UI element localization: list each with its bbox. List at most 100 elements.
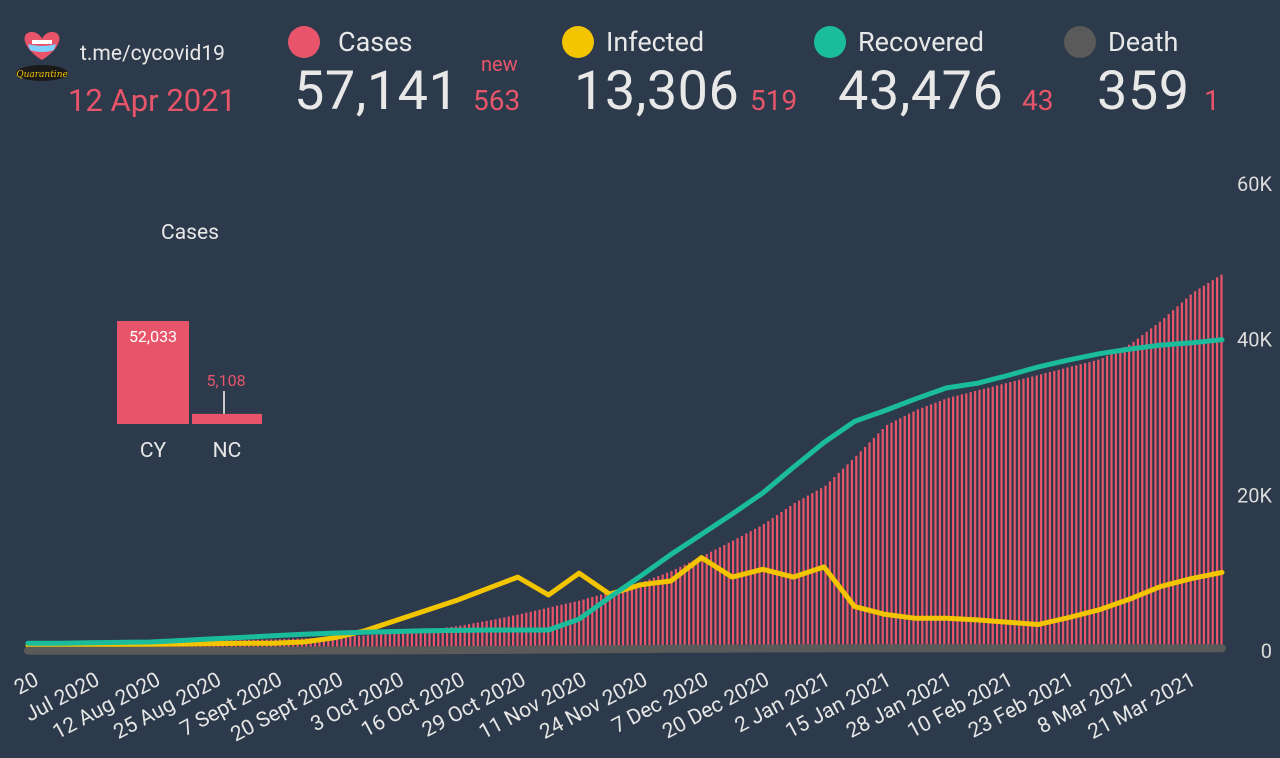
- cases-bar: [652, 577, 655, 651]
- cases-bar: [384, 633, 387, 651]
- cases-bar: [296, 638, 299, 651]
- cases-bar: [1048, 372, 1051, 651]
- cases-bar: [732, 540, 735, 651]
- death-line: [24, 644, 1226, 655]
- cases-bar: [947, 397, 950, 651]
- y-tick-label: 20K: [1237, 483, 1272, 507]
- cases-bar: [1176, 306, 1179, 651]
- cases-bar: [872, 437, 875, 651]
- cases-bar: [1158, 321, 1161, 651]
- cases-bar: [494, 619, 497, 651]
- cases-bar: [996, 385, 999, 651]
- channel-link[interactable]: t.me/cycovid19: [80, 42, 225, 66]
- cases-bar: [692, 560, 695, 651]
- cases-bar: [626, 586, 629, 651]
- cases-bar: [512, 615, 515, 651]
- stat-delta: 1: [1204, 84, 1220, 117]
- report-date: 12 Apr 2021: [68, 82, 237, 119]
- cases-bar: [476, 622, 479, 651]
- cases-bar: [1097, 359, 1100, 651]
- recovered-dot-icon: [814, 26, 846, 58]
- cases-bar: [1167, 314, 1170, 651]
- cases-bar: [1198, 288, 1201, 651]
- cases-bar: [1101, 358, 1104, 651]
- cases-bar: [965, 393, 968, 651]
- cases-bar: [393, 633, 396, 651]
- cases-bar: [415, 631, 418, 651]
- cases-bar: [428, 629, 431, 651]
- cases-bar: [679, 566, 682, 651]
- cases-bar: [683, 564, 686, 651]
- cases-bar: [688, 562, 691, 651]
- cases-bar: [1145, 331, 1148, 651]
- cases-bar: [424, 630, 427, 651]
- cases-bar: [441, 628, 444, 651]
- cases-bar: [710, 551, 713, 651]
- cases-bar: [1066, 367, 1069, 651]
- stat-value: 57,141: [294, 60, 460, 123]
- cases-bar: [450, 626, 453, 651]
- cases-bar: [877, 433, 880, 651]
- cases-bar: [1136, 338, 1139, 651]
- cases-bar: [591, 597, 594, 651]
- cases-bar: [485, 620, 488, 651]
- cases-bar: [300, 638, 303, 651]
- cases-bar: [1110, 353, 1113, 651]
- cases-bar: [331, 637, 334, 651]
- cases-bar: [1216, 277, 1219, 651]
- cases-bar: [569, 602, 572, 651]
- cases-bar: [1207, 282, 1210, 651]
- cases-bar: [1079, 364, 1082, 651]
- cases-bar: [1114, 351, 1117, 651]
- cases-bar: [921, 407, 924, 651]
- new-label: new: [481, 52, 518, 76]
- cases-bar: [604, 593, 607, 651]
- cases-bar: [648, 579, 651, 651]
- cases-bar: [490, 620, 493, 651]
- mini-bar-nc: [192, 413, 262, 424]
- cases-bar: [745, 533, 748, 651]
- cases-bar: [375, 634, 378, 651]
- cases-bar: [578, 600, 581, 651]
- cases-bar: [925, 406, 928, 651]
- cases-bar: [586, 598, 589, 651]
- cases-bar: [894, 420, 897, 651]
- cases-bar: [608, 592, 611, 651]
- cases-bar: [1070, 366, 1073, 651]
- cases-bar: [938, 401, 941, 651]
- cases-bar: [1202, 285, 1205, 651]
- cases-bar: [516, 614, 519, 651]
- cases-bar: [1013, 381, 1016, 651]
- cases-bar: [850, 460, 853, 651]
- cases-bar: [952, 396, 955, 651]
- cases-bar: [1189, 294, 1192, 651]
- mini-bar-cy: [117, 321, 189, 424]
- cases-bar: [362, 635, 365, 651]
- cases-bar: [727, 542, 730, 651]
- cyprus-heart-logo-icon: Quarantine: [16, 32, 68, 81]
- cases-bar: [1040, 374, 1043, 651]
- cases-bar: [622, 588, 625, 651]
- cases-bar: [908, 413, 911, 651]
- cases-bar: [982, 388, 985, 651]
- cases-bar: [314, 638, 317, 651]
- cases-bar: [1211, 280, 1214, 651]
- stat-label: Infected: [606, 26, 705, 58]
- cases-bar: [740, 535, 743, 651]
- infected-dot-icon: [562, 26, 594, 58]
- cases-bar: [1000, 384, 1003, 651]
- cases-bar: [1075, 365, 1078, 651]
- cases-bar: [657, 576, 660, 651]
- cases-bar: [402, 632, 405, 651]
- cases-bar: [1106, 355, 1109, 651]
- cases-bar: [1150, 328, 1153, 651]
- cases-bar: [991, 386, 994, 651]
- cases-bar: [380, 634, 383, 651]
- cases-bar: [1132, 341, 1135, 651]
- cases-bar: [670, 571, 673, 651]
- cases-bar: [481, 621, 484, 651]
- cases-bar: [336, 637, 339, 651]
- cases-bar: [1044, 373, 1047, 651]
- cases-bar: [1004, 383, 1007, 651]
- cases-bar: [1009, 382, 1012, 651]
